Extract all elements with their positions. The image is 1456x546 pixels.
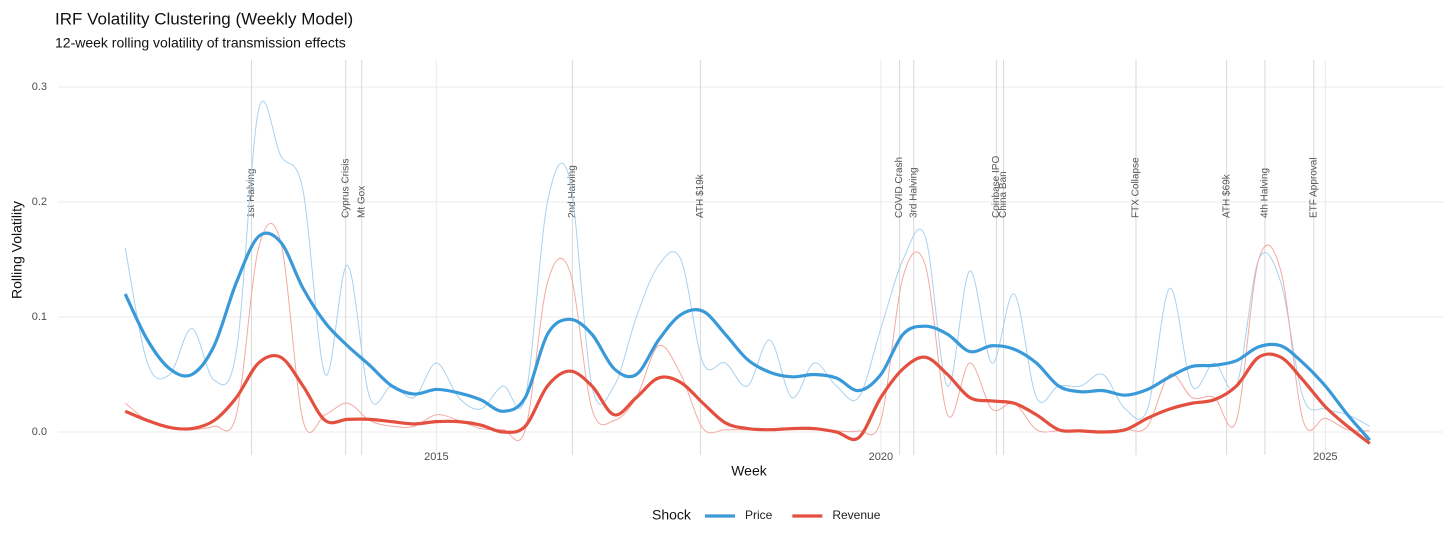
- event-label: 1st Halving: [246, 169, 257, 218]
- x-tick-label: 2015: [424, 451, 448, 463]
- y-tick-label: 0.3: [32, 81, 47, 93]
- chart-title: IRF Volatility Clustering (Weekly Model): [55, 9, 353, 28]
- smooth-line: [124, 352, 1371, 445]
- legend-label: Price: [745, 508, 773, 522]
- event-label: COVID Crash: [894, 157, 905, 218]
- event-label: 3rd Halving: [908, 167, 919, 218]
- event-label: ATH $69k: [1221, 173, 1232, 218]
- x-axis-label: Week: [731, 463, 768, 479]
- y-tick-label: 0.1: [32, 311, 47, 323]
- x-tick-label: 2020: [869, 451, 893, 463]
- event-label: China Ban: [998, 171, 1009, 218]
- legend-label: Revenue: [832, 508, 880, 522]
- event-label: ATH $19k: [695, 173, 706, 218]
- y-tick-label: 0.0: [32, 426, 47, 438]
- raw-line: [124, 222, 1370, 442]
- event-label: Mt Gox: [356, 186, 367, 218]
- event-label: Cyprus Crisis: [340, 159, 351, 218]
- chart-subtitle: 12-week rolling volatility of transmissi…: [55, 35, 346, 51]
- event-label: 2nd Halving: [567, 165, 578, 218]
- event-label: 4th Halving: [1260, 168, 1271, 218]
- event-label: ETF Approval: [1308, 157, 1319, 218]
- y-tick-label: 0.2: [32, 196, 47, 208]
- y-axis-label: Rolling Volatility: [9, 201, 25, 299]
- event-label: Coinbase IPO: [991, 156, 1002, 218]
- x-tick-label: 2025: [1313, 451, 1337, 463]
- legend-title: Shock: [652, 507, 692, 523]
- smooth-line: [123, 231, 1371, 442]
- event-label: FTX Collapse: [1131, 157, 1142, 218]
- raw-line: [124, 100, 1371, 427]
